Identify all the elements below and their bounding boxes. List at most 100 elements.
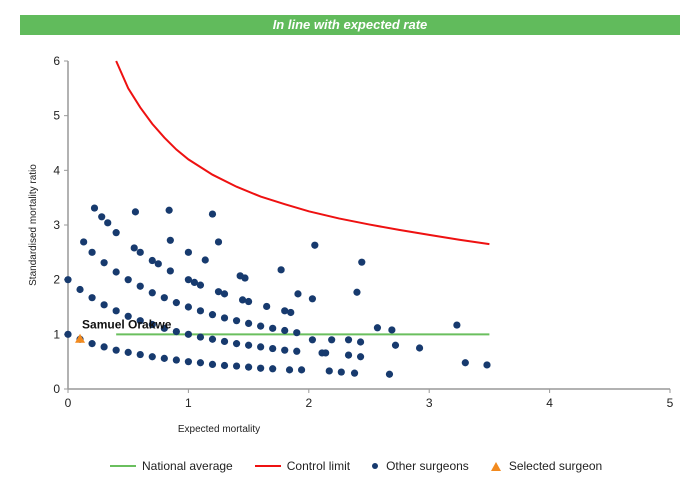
surgeon-point xyxy=(166,236,174,244)
surgeon-point xyxy=(148,289,156,297)
surgeon-point xyxy=(112,307,120,315)
surgeon-point xyxy=(245,319,253,327)
surgeon-point xyxy=(415,344,424,352)
surgeon-point xyxy=(281,326,289,335)
surgeon-point xyxy=(112,229,120,237)
legend-triangle-swatch xyxy=(490,461,501,471)
surgeon-point xyxy=(308,295,317,303)
surgeon-point xyxy=(297,366,306,374)
y-tick-label: 5 xyxy=(53,109,60,123)
surgeon-point xyxy=(98,213,106,221)
surgeon-point xyxy=(263,302,271,311)
surgeon-point xyxy=(344,351,353,359)
surgeon-point xyxy=(64,330,72,338)
surgeon-point xyxy=(238,296,247,304)
surgeon-point xyxy=(245,363,253,371)
legend-line-swatch xyxy=(110,465,136,467)
surgeon-point xyxy=(160,354,168,362)
surgeon-point xyxy=(220,314,229,322)
surgeon-point xyxy=(100,301,108,309)
surgeon-point xyxy=(88,294,96,302)
surgeon-point xyxy=(136,317,144,325)
legend-selected-surgeon: Selected surgeon xyxy=(490,459,602,473)
surgeon-point xyxy=(172,328,180,336)
surgeon-point xyxy=(311,241,319,249)
control-limit-line xyxy=(115,60,490,246)
surgeon-point xyxy=(196,333,205,341)
legend-label: Control limit xyxy=(286,459,351,473)
y-tick-label: 6 xyxy=(53,54,60,68)
surgeon-point xyxy=(160,294,168,302)
surgeon-point xyxy=(257,364,265,372)
surgeon-point xyxy=(461,359,469,367)
surgeon-point xyxy=(184,276,192,284)
surgeon-point xyxy=(483,361,491,369)
surgeon-point xyxy=(208,311,217,319)
surgeon-point xyxy=(196,307,205,315)
surgeon-point xyxy=(232,317,241,325)
x-tick-label: 3 xyxy=(426,396,433,410)
selected-surgeon-label: Samuel Orakwe xyxy=(82,318,172,332)
surgeon-point xyxy=(124,348,132,356)
x-tick-label: 1 xyxy=(185,396,192,410)
surgeon-point xyxy=(322,349,330,357)
y-tick-label: 2 xyxy=(53,273,60,287)
surgeon-point xyxy=(269,365,277,373)
surgeon-point xyxy=(90,204,99,212)
surgeon-point xyxy=(220,361,229,370)
surgeon-point xyxy=(130,244,138,252)
surgeon-point xyxy=(148,320,156,329)
selected-surgeon-marker xyxy=(75,333,86,343)
x-tick-label: 0 xyxy=(65,396,72,410)
surgeon-point xyxy=(388,326,396,334)
surgeon-point xyxy=(281,346,289,354)
legend-other-surgeons: Other surgeons xyxy=(372,459,469,473)
surgeon-point xyxy=(184,358,192,366)
surgeon-point xyxy=(257,343,265,351)
y-tick-label: 0 xyxy=(53,382,60,396)
surgeon-point xyxy=(131,208,140,216)
status-banner: In line with expected rate xyxy=(20,15,680,35)
surgeon-point xyxy=(281,307,289,315)
surgeon-point xyxy=(241,274,249,282)
surgeon-point xyxy=(184,330,192,338)
x-axis-label: Expected mortality xyxy=(178,424,260,435)
surgeon-point xyxy=(166,267,174,275)
surgeon-point xyxy=(196,281,205,289)
surgeon-point xyxy=(184,248,192,256)
surgeon-point xyxy=(104,219,112,227)
surgeon-point xyxy=(308,336,317,344)
y-tick-label: 3 xyxy=(53,218,60,232)
surgeon-point xyxy=(391,341,400,349)
surgeon-point xyxy=(190,278,199,286)
surgeon-point xyxy=(112,346,120,354)
legend-line-swatch xyxy=(254,465,281,467)
surgeon-point xyxy=(208,210,217,218)
surgeon-point xyxy=(220,337,229,346)
legend-label: National average xyxy=(142,459,233,473)
legend-dot-swatch xyxy=(372,463,379,469)
y-tick-label: 4 xyxy=(53,163,60,177)
surgeon-point xyxy=(112,268,120,276)
surgeon-point xyxy=(293,347,301,355)
legend-label: Other surgeons xyxy=(386,459,469,473)
surgeon-point xyxy=(337,368,345,376)
surgeon-point xyxy=(453,321,461,329)
surgeon-point xyxy=(80,238,88,246)
legend-national-average: National average xyxy=(110,459,233,473)
surgeon-point xyxy=(257,322,265,330)
surgeon-point xyxy=(88,340,96,348)
surgeon-point xyxy=(294,290,302,298)
surgeon-point xyxy=(136,248,144,256)
surgeon-point xyxy=(154,260,162,268)
surgeon-point xyxy=(285,366,294,374)
surgeon-point xyxy=(220,290,229,298)
surgeon-point xyxy=(172,299,180,307)
surgeon-point xyxy=(88,248,96,256)
x-tick-label: 2 xyxy=(305,396,312,410)
y-tick-label: 1 xyxy=(53,327,60,341)
surgeon-point xyxy=(232,340,241,348)
surgeon-point xyxy=(160,324,168,332)
surgeon-point xyxy=(196,359,205,367)
surgeon-point xyxy=(136,282,144,290)
